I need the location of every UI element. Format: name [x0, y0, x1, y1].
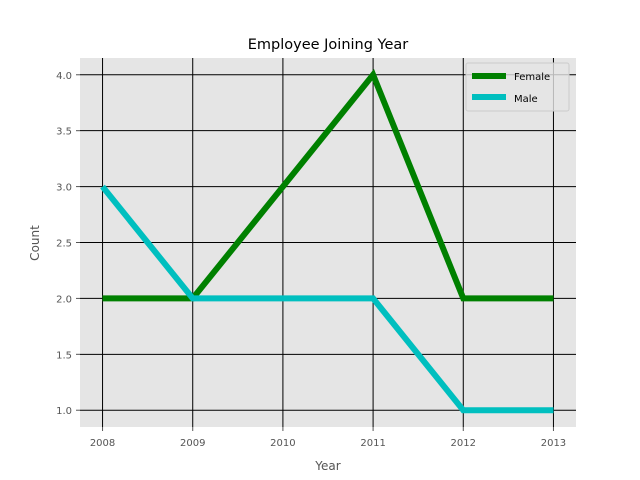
x-tick-label: 2009 — [180, 438, 205, 449]
y-axis-title: Count — [28, 225, 42, 261]
x-axis-ticks: 2008 2009 2010 2011 2012 2013 — [90, 427, 566, 449]
y-axis-ticks: 1.0 1.5 2.0 2.5 3.0 3.5 4.0 — [56, 71, 80, 417]
y-tick-label: 3.5 — [56, 127, 72, 138]
x-tick-label: 2008 — [90, 438, 115, 449]
y-tick-label: 1.5 — [56, 350, 72, 361]
chart-title: Employee Joining Year — [248, 37, 409, 53]
series-line-female — [102, 68, 554, 302]
y-tick-label: 1.0 — [56, 406, 72, 417]
y-tick-label: 2.5 — [56, 239, 72, 250]
x-tick-label: 2012 — [451, 438, 476, 449]
legend: Female Male — [465, 62, 570, 112]
x-tick-label: 2010 — [270, 438, 295, 449]
series-line-male — [100, 184, 554, 414]
y-tick-label: 2.0 — [56, 294, 72, 305]
legend-female-label: Female — [514, 72, 550, 83]
y-tick-label: 3.0 — [56, 183, 72, 194]
series-lines — [100, 68, 554, 414]
x-tick-label: 2011 — [360, 438, 385, 449]
x-axis-title: Year — [314, 459, 340, 473]
x-tick-label: 2013 — [541, 438, 566, 449]
legend-male-label: Male — [514, 94, 538, 105]
y-tick-label: 4.0 — [56, 71, 72, 82]
